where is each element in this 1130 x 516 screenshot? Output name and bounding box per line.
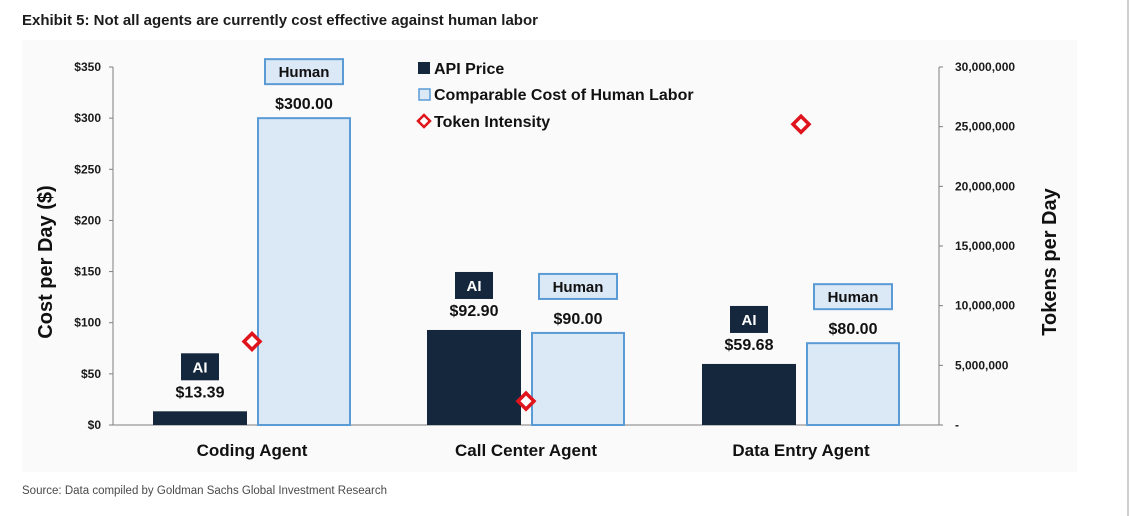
category-label: Call Center Agent [455,441,597,460]
human-badge [813,283,893,311]
ai-badge [181,353,219,381]
legend-swatch-api [418,62,430,74]
ai-badge-label: AI [467,278,482,295]
legend-swatch-human [418,88,431,101]
human-badge [538,272,618,300]
left-tick-label: $0 [88,418,102,432]
frame-border [1127,0,1129,516]
left-tick-label: $300 [74,111,101,125]
human-cost-bar [531,331,625,427]
human-cost-bar [806,342,900,426]
token-intensity-marker [515,390,537,412]
token-intensity-marker [790,113,812,135]
left-axis-title: Cost per Day ($) [35,185,57,338]
right-tick-label: 20,000,000 [955,179,1015,193]
chart-title: Exhibit 5: Not all agents are currently … [22,12,538,29]
ai-badge [730,305,768,333]
left-tick-label: $100 [74,316,101,330]
right-tick-label: 10,000,000 [955,299,1015,313]
category-label: Coding Agent [197,441,308,460]
right-tick-label: 15,000,000 [955,239,1015,253]
legend-label-human: Comparable Cost of Human Labor [434,87,694,104]
source-note: Source: Data compiled by Goldman Sachs G… [22,485,387,497]
token-intensity-marker [241,330,263,352]
right-axis-title: Tokens per Day [1039,187,1061,335]
human-badge-label: Human [279,64,330,81]
api-price-bar [153,411,247,425]
human-cost-value-label: $90.00 [554,311,603,328]
api-price-bar [427,329,521,425]
left-tick-label: $350 [74,60,101,74]
human-cost-value-label: $300.00 [275,96,333,113]
human-badge-label: Human [553,279,604,296]
left-tick-label: $200 [74,213,101,227]
left-tick-label: $150 [74,265,101,279]
left-tick-label: $50 [81,367,101,381]
ai-badge-label: AI [742,312,757,329]
left-tick-label: $250 [74,162,101,176]
ai-badge [455,271,493,299]
api-price-value-label: $13.39 [176,384,225,401]
api-price-value-label: $59.68 [725,337,774,354]
legend-label-api: API Price [434,61,504,78]
human-cost-bar [257,117,351,427]
right-tick-label: 5,000,000 [955,358,1009,372]
right-tick-label: - [955,418,959,432]
legend-label-token: Token Intensity [434,114,550,131]
category-label: Data Entry Agent [732,441,870,460]
right-tick-label: 30,000,000 [955,60,1015,74]
right-tick-label: 25,000,000 [955,120,1015,134]
legend-swatch-token [416,113,432,129]
ai-badge-label: AI [193,359,208,376]
human-badge [264,58,344,86]
human-badge-label: Human [828,289,879,306]
human-cost-value-label: $80.00 [829,321,878,338]
api-price-value-label: $92.90 [450,303,499,320]
api-price-bar [702,363,796,425]
